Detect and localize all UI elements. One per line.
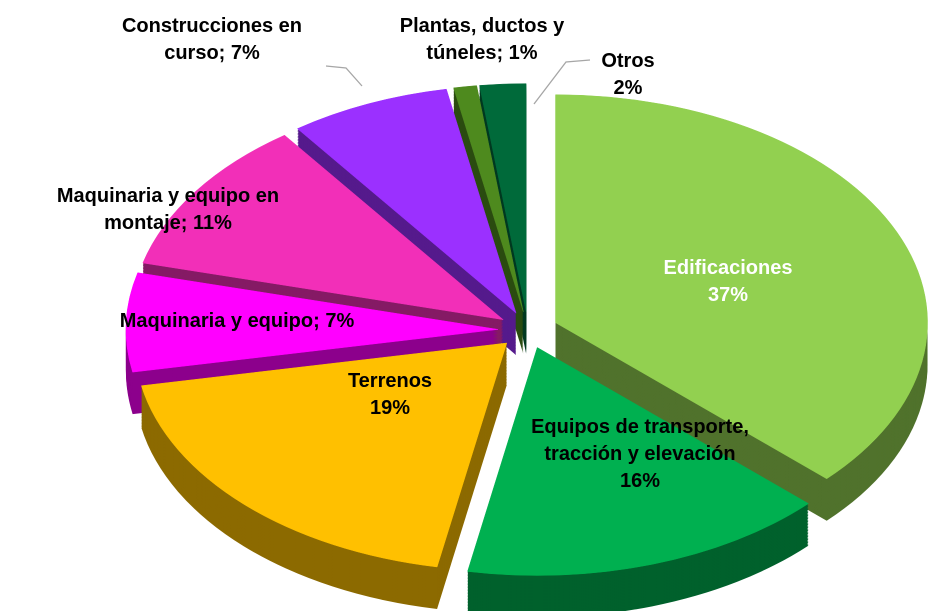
value-label: 2% <box>613 77 643 99</box>
slice <box>555 94 928 480</box>
category-label: Plantas, ductos y túneles <box>399 15 565 64</box>
label-separator: ; <box>180 212 193 234</box>
slice <box>141 342 508 568</box>
label-separator: ; <box>313 310 326 332</box>
value-label: 11% <box>192 212 232 234</box>
category-label: Construcciones en curso <box>121 15 303 64</box>
leader-line <box>533 59 591 105</box>
value-label: 19% <box>369 397 411 419</box>
slice <box>467 347 809 576</box>
category-label: Equipos de transporte, tracción y elevac… <box>531 416 749 465</box>
slice <box>296 88 517 314</box>
data-label: Plantas, ductos y túneles; 1% <box>367 13 597 67</box>
slice <box>453 85 524 312</box>
leader-line <box>325 65 363 87</box>
category-label: Edificaciones <box>663 257 793 279</box>
data-label: Construcciones en curso; 7% <box>77 13 347 67</box>
data-label: Terrenos 19% <box>315 368 465 422</box>
slice <box>142 134 505 321</box>
category-label: Terrenos <box>347 370 433 392</box>
slices <box>125 83 928 611</box>
value-label: 37% <box>707 284 749 306</box>
value-label: 7% <box>230 42 260 64</box>
data-label: Maquinaria y equipo; 7% <box>47 308 427 335</box>
slice <box>125 272 499 373</box>
value-label: 1% <box>508 42 538 64</box>
slice <box>479 83 527 312</box>
value-label: 16% <box>619 470 661 492</box>
category-label: Otros <box>601 50 655 72</box>
label-separator: ; <box>496 42 509 64</box>
category-label: Maquinaria y equipo <box>119 310 314 332</box>
value-label: 7% <box>325 310 355 332</box>
data-label: Edificaciones 37% <box>628 255 828 309</box>
category-label: Maquinaria y equipo en montaje <box>56 185 280 234</box>
data-label: Maquinaria y equipo en montaje; 11% <box>8 183 328 237</box>
data-label: Otros 2% <box>588 48 668 102</box>
label-separator: ; <box>218 42 231 64</box>
data-label: Equipos de transporte, tracción y elevac… <box>529 414 751 495</box>
